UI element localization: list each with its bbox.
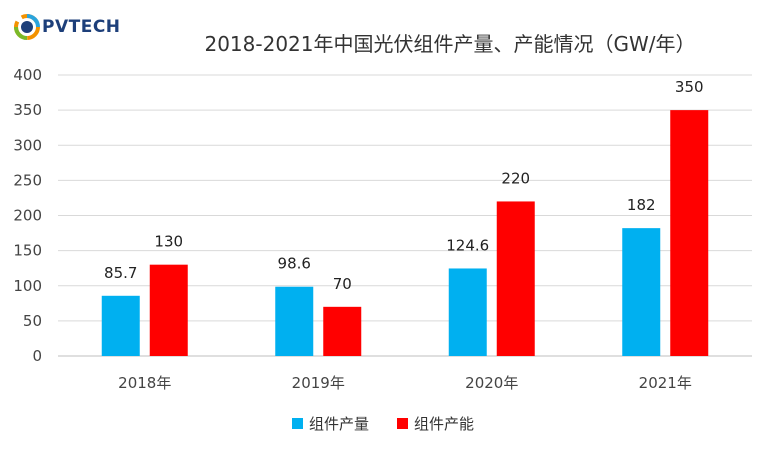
legend-label-capacity: 组件产能 [414, 415, 475, 433]
bar-capacity [670, 110, 709, 356]
data-label: 70 [333, 275, 352, 293]
x-tick-label: 2019年 [292, 374, 345, 392]
bar-production [101, 295, 140, 356]
legend-label-production: 组件产量 [308, 415, 369, 433]
bar-production [622, 228, 661, 356]
y-tick-label: 250 [13, 171, 42, 189]
bar-capacity [149, 264, 188, 356]
y-tick-label: 400 [13, 66, 42, 84]
data-label: 182 [627, 196, 656, 214]
data-label: 98.6 [278, 255, 311, 273]
bar-production [275, 286, 314, 356]
y-tick-label: 150 [13, 242, 42, 260]
bar-production [448, 268, 487, 356]
legend-item-capacity: 组件产能 [397, 413, 474, 434]
x-tick-label: 2018年 [118, 374, 171, 392]
data-label: 350 [675, 78, 704, 96]
legend: 组件产量 组件产能 [0, 413, 766, 434]
legend-item-production: 组件产量 [291, 413, 369, 434]
x-tick-label: 2020年 [465, 374, 518, 392]
data-label: 220 [501, 169, 530, 187]
y-tick-label: 100 [13, 277, 42, 295]
x-tick-label: 2021年 [639, 374, 692, 392]
legend-swatch-capacity [397, 418, 408, 429]
pvtech-logo-icon [14, 14, 40, 40]
data-label: 124.6 [446, 236, 489, 254]
y-tick-label: 0 [32, 347, 42, 365]
legend-swatch-production [291, 418, 303, 429]
logo: PVTECH [14, 14, 121, 40]
data-label: 85.7 [104, 264, 137, 282]
bar-capacity [323, 306, 362, 356]
chart-title: 2018-2021年中国光伏组件产量、产能情况（GW/年） [204, 32, 696, 56]
y-tick-label: 350 [13, 101, 42, 119]
data-label: 130 [154, 233, 183, 251]
y-tick-label: 300 [13, 136, 42, 154]
bar-capacity [496, 201, 535, 356]
logo-text: PVTECH [42, 17, 121, 37]
y-tick-label: 50 [23, 312, 42, 330]
y-tick-label: 200 [13, 207, 42, 225]
